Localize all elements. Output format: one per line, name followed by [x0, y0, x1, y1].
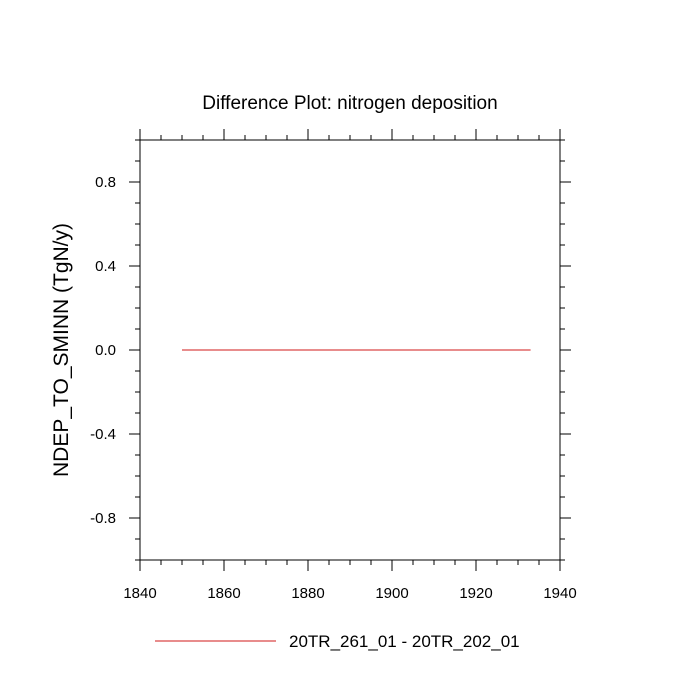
y-axis-tick-labels: -0.8 -0.4 0.0 0.4 0.8	[90, 174, 116, 527]
legend-label: 20TR_261_01 - 20TR_202_01	[289, 632, 520, 651]
axis-ticks	[129, 129, 571, 571]
y-tick-label: -0.4	[90, 426, 116, 443]
x-axis-tick-labels: 1840 1860 1880 1900 1920 1940	[123, 585, 576, 602]
chart-title: Difference Plot: nitrogen deposition	[202, 93, 497, 114]
x-tick-label: 1860	[207, 585, 240, 602]
x-tick-label: 1920	[459, 585, 492, 602]
x-tick-label: 1900	[375, 585, 408, 602]
x-tick-label: 1880	[291, 585, 324, 602]
y-tick-label: 0.8	[95, 174, 116, 191]
y-tick-label: 0.4	[95, 258, 116, 275]
legend: 20TR_261_01 - 20TR_202_01	[155, 632, 520, 651]
y-tick-label: 0.0	[95, 342, 116, 359]
y-tick-label: -0.8	[90, 510, 116, 527]
y-axis-label: NDEP_TO_SMINN (TgN/y)	[50, 223, 73, 477]
x-tick-label: 1840	[123, 585, 156, 602]
x-tick-label: 1940	[543, 585, 576, 602]
